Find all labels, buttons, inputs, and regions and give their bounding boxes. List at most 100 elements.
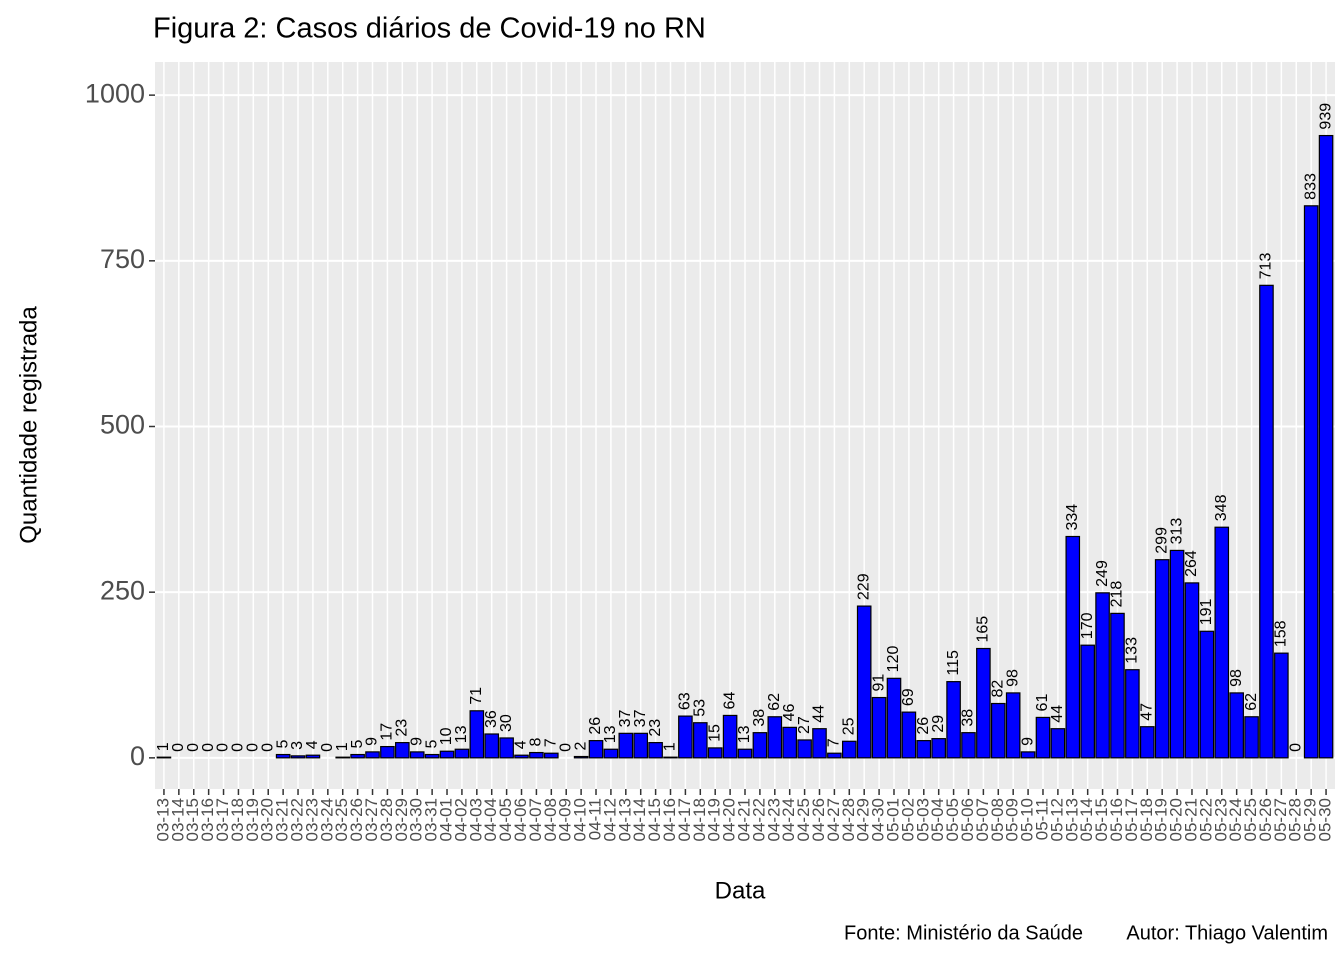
value-label: 64 xyxy=(721,692,738,710)
bar xyxy=(812,728,827,759)
bar xyxy=(469,710,485,759)
y-tick-label: 750 xyxy=(100,244,145,274)
bar xyxy=(335,756,351,759)
bar xyxy=(484,733,500,759)
bar xyxy=(1065,535,1081,759)
x-tick-label: 05-29 xyxy=(1301,798,1320,841)
x-tick-label: 03-19 xyxy=(243,798,262,841)
bar xyxy=(454,748,470,759)
x-tick-label: 05-10 xyxy=(1018,798,1037,841)
x-tick-label: 04-08 xyxy=(541,798,560,841)
caption: Fonte: Ministério da Saúde Autor: Thiago… xyxy=(844,922,1328,944)
x-tick-label: 04-18 xyxy=(690,798,709,841)
x-tick-label: 03-25 xyxy=(332,798,351,841)
bar xyxy=(544,752,559,759)
x-tick-label: 04-12 xyxy=(600,798,619,841)
value-label: 249 xyxy=(1094,560,1111,587)
bar xyxy=(1303,205,1319,759)
x-tick-label: 03-14 xyxy=(168,798,187,841)
bar xyxy=(722,714,738,759)
value-label: 0 xyxy=(1287,743,1304,752)
y-tick-label: 1000 xyxy=(85,78,145,108)
value-label: 8 xyxy=(528,738,545,747)
bar xyxy=(1318,134,1334,759)
x-tick-label: 03-15 xyxy=(183,798,202,841)
bar xyxy=(678,715,693,759)
value-label: 30 xyxy=(498,714,515,732)
x-tick-label: 04-20 xyxy=(720,798,739,841)
value-label: 9 xyxy=(408,737,425,746)
bar xyxy=(767,716,783,759)
bar xyxy=(1184,582,1200,759)
value-label: 44 xyxy=(811,705,828,723)
x-tick-label: 04-28 xyxy=(839,798,858,841)
bar xyxy=(290,755,306,759)
x-tick-label: 04-30 xyxy=(869,798,888,841)
value-label: 0 xyxy=(230,743,247,752)
value-label: 10 xyxy=(438,727,455,745)
bar xyxy=(1139,726,1155,759)
x-tick-label: 04-05 xyxy=(496,798,515,841)
value-label: 13 xyxy=(736,725,753,743)
x-tick-label: 05-30 xyxy=(1316,798,1335,841)
bar xyxy=(946,681,961,759)
value-label: 3 xyxy=(289,741,306,750)
bar xyxy=(380,745,395,759)
x-tick-label: 03-22 xyxy=(288,798,307,841)
value-label: 0 xyxy=(245,743,262,752)
bar xyxy=(350,753,365,759)
value-label: 115 xyxy=(945,650,962,676)
x-tick-label: 03-30 xyxy=(407,798,426,841)
bar xyxy=(752,732,768,759)
bar xyxy=(618,732,634,759)
x-tick-label: 03-18 xyxy=(228,798,247,841)
x-tick-label: 05-15 xyxy=(1092,798,1111,841)
x-tick-label: 03-31 xyxy=(422,798,441,841)
x-tick-label: 05-20 xyxy=(1167,798,1186,841)
value-label: 218 xyxy=(1109,581,1126,608)
x-tick-label: 05-18 xyxy=(1137,798,1156,841)
value-label: 38 xyxy=(751,709,768,727)
x-tick-label: 04-26 xyxy=(809,798,828,841)
x-tick-label: 05-28 xyxy=(1286,798,1305,841)
x-tick-label: 03-28 xyxy=(377,798,396,841)
value-label: 133 xyxy=(1124,637,1141,664)
value-label: 5 xyxy=(423,740,440,749)
x-tick-label: 04-06 xyxy=(511,798,530,841)
value-label: 264 xyxy=(1183,550,1200,577)
value-label: 9 xyxy=(364,737,381,746)
value-label: 27 xyxy=(796,716,813,734)
value-label: 0 xyxy=(185,743,202,752)
value-label: 165 xyxy=(975,616,992,643)
x-tick-label: 05-06 xyxy=(958,798,977,841)
value-label: 7 xyxy=(543,738,560,747)
bar xyxy=(663,756,678,759)
x-tick-label: 04-01 xyxy=(437,798,456,841)
bar xyxy=(648,742,663,759)
value-label: 0 xyxy=(319,743,336,752)
value-label: 0 xyxy=(557,743,574,752)
value-label: 46 xyxy=(781,703,798,721)
bar xyxy=(275,753,291,759)
value-label: 120 xyxy=(885,646,902,673)
bar xyxy=(1169,549,1185,759)
value-label: 0 xyxy=(200,743,217,752)
bar xyxy=(1214,526,1230,759)
bar xyxy=(439,750,455,759)
bar xyxy=(886,677,902,759)
bar xyxy=(1125,669,1140,759)
value-label: 53 xyxy=(692,699,709,717)
value-label: 26 xyxy=(587,717,604,735)
value-label: 348 xyxy=(1213,494,1230,521)
y-tick-label: 250 xyxy=(100,575,145,605)
value-label: 833 xyxy=(1302,173,1319,200)
value-label: 0 xyxy=(259,743,276,752)
value-label: 4 xyxy=(513,740,530,749)
bar xyxy=(409,751,425,759)
x-tick-label: 03-29 xyxy=(392,798,411,841)
bar xyxy=(395,742,410,759)
bar xyxy=(1154,559,1170,759)
x-tick-label: 05-09 xyxy=(1003,798,1022,841)
value-label: 313 xyxy=(1168,518,1185,545)
value-label: 713 xyxy=(1258,253,1275,280)
